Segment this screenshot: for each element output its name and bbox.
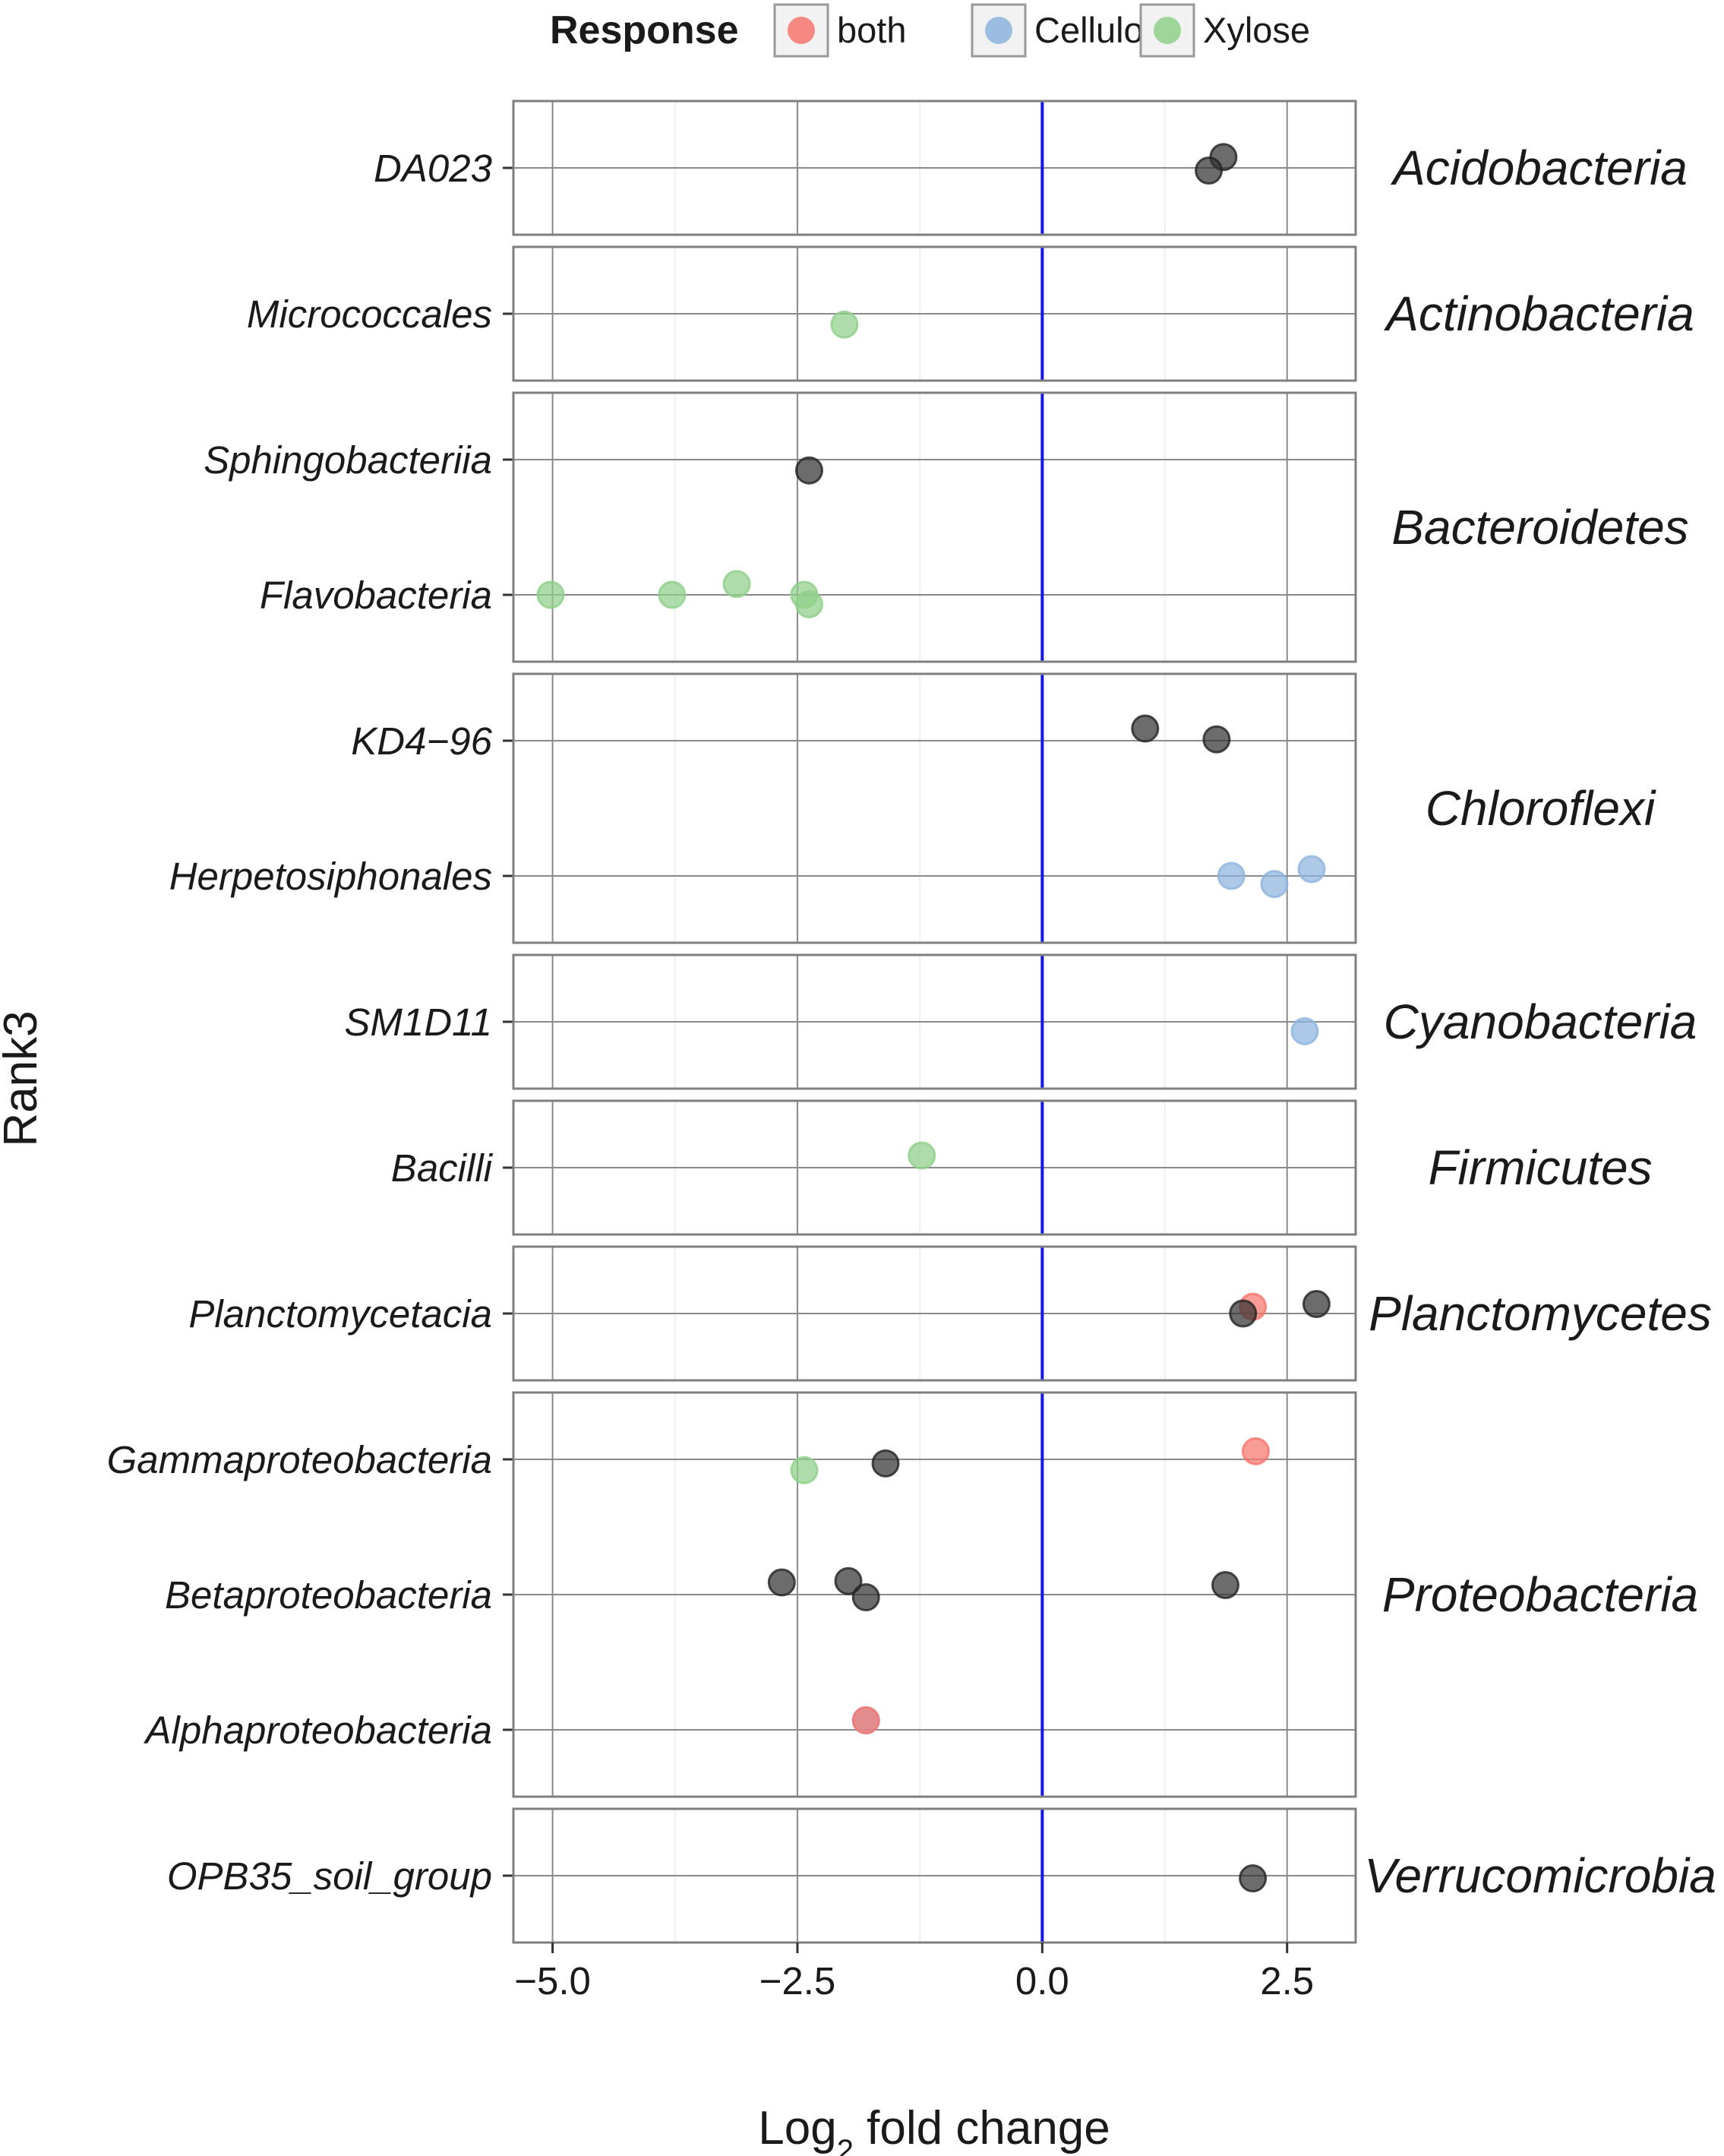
data-point-none [1302,1290,1331,1319]
x-tick-label: −2.5 [759,1959,836,2003]
x-title-rest: fold change [854,2102,1110,2154]
data-point-none [1239,1864,1268,1893]
panel-border [512,953,1357,1090]
y-tick-label: Herpetosiphonales [169,855,492,898]
legend-swatch [1154,17,1181,44]
y-tick-label: OPB35_soil_group [167,1854,492,1898]
panel-border [512,245,1357,382]
legend: Response both Cellulose Xylose [550,3,1310,58]
legend-key [773,3,829,58]
data-point-none [834,1566,863,1595]
data-point-xylose [794,590,823,618]
facet-label: Bacteroidetes [1391,500,1688,555]
facet-label: Planctomycetes [1369,1286,1712,1341]
legend-entry-xylose: Xylose [1139,3,1310,58]
data-point-none [871,1449,900,1478]
legend-swatch [788,17,815,44]
panel-border [512,1099,1357,1236]
data-point-xylose [908,1141,936,1170]
panel-background [513,393,1356,662]
facet-panel-cyanobacteria: SM1D11 Cyanobacteria [344,953,1697,1090]
data-point-cellulose [1260,870,1289,899]
facet-panel-chloroflexi: KD4−96 Herpetosiphonales Chloroflexi [169,672,1656,944]
data-point-none [1195,156,1224,185]
y-tick-label: Gammaproteobacteria [107,1438,492,1481]
data-point-none [851,1583,880,1612]
x-title-subscript: 2 [837,2134,854,2156]
data-point-both [851,1706,880,1735]
x-tick-label: −5.0 [514,1959,591,2003]
facet-label: Proteobacteria [1382,1567,1698,1622]
data-point-both [1241,1437,1270,1465]
facet-panel-bacteroidetes: Sphingobacteriia Flavobacteria Bacteroidet… [204,391,1689,663]
data-point-xylose [658,580,687,609]
panel-border [512,672,1357,944]
y-tick-label: Betaproteobacteria [165,1573,492,1617]
legend-label: both [837,10,906,50]
data-point-none [794,456,823,485]
facet-panel-acidobacteria: DA023 Acidobacteria [374,100,1688,236]
facet-label: Cyanobacteria [1384,994,1697,1049]
facet-panels: DA023 Acidobacteria Micrococcales Actinobac… [107,100,1716,1944]
data-point-xylose [830,310,859,339]
facet-panel-firmicutes: Bacilli Firmicutes [391,1099,1653,1236]
facet-label: Verrucomicrobia [1364,1848,1716,1903]
y-tick-label: Sphingobacteriia [204,438,492,482]
legend-swatch [985,17,1012,44]
data-point-cellulose [1297,855,1326,884]
facet-label: Chloroflexi [1426,781,1656,836]
facet-panel-actinobacteria: Micrococcales Actinobacteria [247,245,1694,382]
y-axis-title: Rank3 [0,1010,47,1146]
data-point-xylose [722,570,751,599]
x-tick-label: 2.5 [1260,1959,1314,2003]
data-point-none [1211,1571,1239,1600]
panel-border [512,1807,1357,1944]
data-point-none [767,1568,796,1597]
data-point-cellulose [1217,861,1246,890]
legend-label: Xylose [1203,10,1310,50]
panel-border [512,1245,1357,1382]
y-tick-label: Bacilli [391,1146,494,1190]
data-point-none [1131,714,1160,743]
panel-border [512,1391,1357,1798]
panel-border [512,100,1357,236]
y-tick-label: Planctomycetacia [188,1292,492,1336]
data-point-xylose [790,1456,819,1484]
panel-background [513,674,1356,943]
facet-label: Firmicutes [1428,1140,1652,1195]
x-axis: −5.0 −2.5 0.0 2.5 [514,1943,1314,2003]
x-axis-title: Log2 fold change [758,2102,1110,2156]
data-point-cellulose [1290,1016,1319,1045]
y-tick-label: Micrococcales [247,292,492,336]
legend-title: Response [550,8,739,52]
legend-entry-both: both [773,3,906,58]
y-tick-label: Flavobacteria [260,574,492,617]
data-point-none [1202,725,1231,754]
facet-panel-verrucomicrobia: OPB35_soil_group Verrucomicrobia [167,1807,1716,1944]
y-tick-label: KD4−96 [351,719,492,763]
facet-label: Acidobacteria [1390,141,1688,195]
facet-panel-proteobacteria: Gammaproteobacteria Betaproteobacteria Alp… [107,1391,1698,1798]
x-tick-label: 0.0 [1015,1959,1069,2003]
y-tick-label: SM1D11 [344,1001,492,1044]
panel-border [512,391,1357,663]
x-title-main: Log [758,2102,836,2154]
y-tick-label: DA023 [374,147,492,190]
facet-panel-planctomycetes: Planctomycetacia Planctomycetes [188,1245,1712,1382]
data-point-none [1229,1299,1258,1328]
facet-label: Actinobacteria [1383,286,1694,341]
data-point-xylose [536,580,565,609]
y-tick-label: Alphaproteobacteria [144,1709,493,1752]
